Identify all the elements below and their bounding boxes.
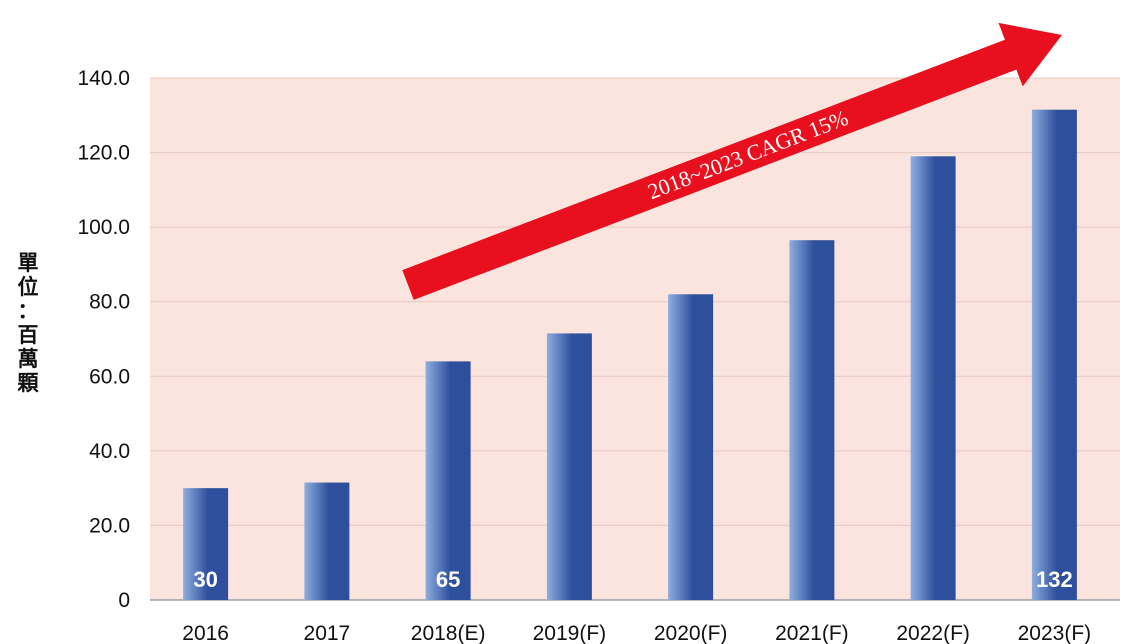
y-axis-label-char: 百 [18,323,39,347]
bar [789,240,835,600]
bar [183,488,229,600]
bar [546,333,592,600]
y-tick-label: 120.0 [77,142,130,165]
y-tick-label: 0 [118,589,130,612]
y-axis-label-char: 位 [18,275,39,299]
bar [910,156,956,601]
y-axis-label-char: 顆 [18,371,40,395]
x-tick-label: 2019(F) [533,622,607,644]
x-tick-label: 2020(F) [654,622,728,644]
y-axis-ticks: 0 20.0 40.0 60.0 80.0 100.0 120.0 140.0 [77,67,130,612]
bar [425,361,471,600]
y-tick-label: 80.0 [89,291,130,314]
y-axis-label-char: 萬 [18,347,39,371]
bar [668,294,714,600]
x-tick-label: 2023(F) [1018,622,1092,644]
y-axis-label-char: 單 [18,251,39,275]
gridlines [150,77,1120,526]
bar [304,482,350,600]
y-axis-label-char: ： [18,299,39,323]
data-label: 65 [436,567,460,592]
bar [1031,109,1077,600]
x-tick-label: 2021(F) [775,622,849,644]
x-tick-label: 2016 [182,622,229,644]
data-label: 132 [1036,567,1073,592]
plot-area [150,78,1120,600]
y-tick-label: 40.0 [89,440,130,463]
y-axis-label: 單位：百萬顆 [18,251,40,395]
x-tick-label: 2018(E) [411,622,486,644]
trend-arrow-shape [402,22,1062,300]
data-label: 30 [193,567,217,592]
y-tick-label: 140.0 [77,67,130,90]
x-tick-label: 2017 [304,622,351,644]
data-labels: 30 65 132 [193,567,1072,592]
x-tick-label: 2022(F) [896,622,970,644]
y-tick-label: 60.0 [89,365,130,388]
bars [183,109,1077,601]
x-axis-tick-labels: 2016 2017 2018(E) 2019(F) 2020(F) 2021(F) 2022… [182,622,1091,644]
y-tick-label: 20.0 [89,514,130,537]
y-tick-label: 100.0 [77,216,130,239]
